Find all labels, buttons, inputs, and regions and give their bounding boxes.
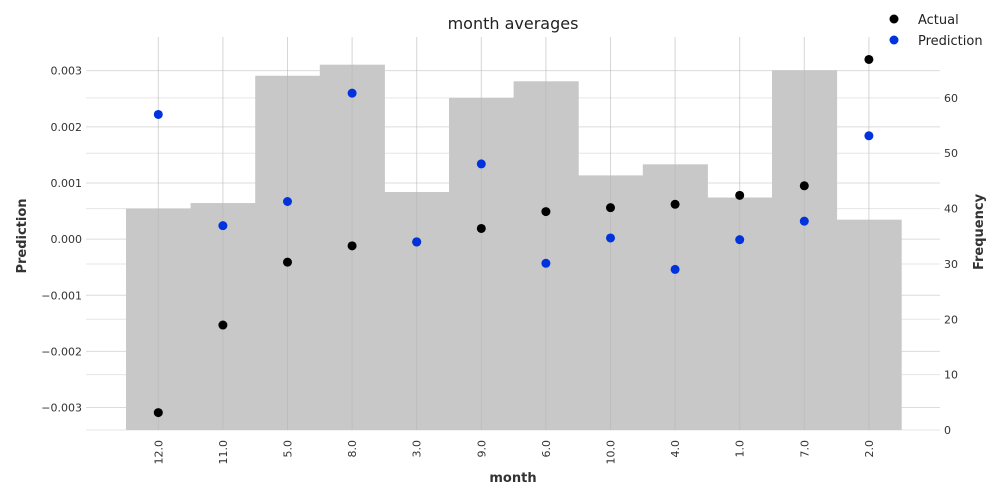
- legend-label-prediction: Prediction: [918, 34, 983, 49]
- y2-tick-label: 40: [944, 203, 958, 216]
- legend: Actual Prediction: [889, 13, 983, 49]
- x-tick-label: 2.0: [863, 440, 876, 458]
- point-actual: [864, 54, 874, 64]
- point-actual: [670, 199, 680, 209]
- point-actual: [347, 241, 357, 251]
- legend-marker-prediction: [889, 35, 899, 45]
- point-prediction: [412, 237, 422, 247]
- y-tick-label: 0.000: [51, 233, 83, 246]
- y-axis-title: Prediction: [15, 198, 30, 273]
- y-tick-label: −0.003: [41, 402, 82, 415]
- y2-tick-label: 0: [944, 424, 951, 437]
- y2-tick-label: 10: [944, 369, 958, 382]
- point-actual: [283, 257, 292, 267]
- x-tick-label: 1.0: [734, 440, 747, 458]
- point-prediction: [799, 216, 809, 226]
- x-tick-label: 12.0: [152, 440, 165, 465]
- point-actual: [799, 181, 809, 191]
- y2-axis-title: Frequency: [972, 193, 987, 270]
- points-layer: [153, 54, 874, 418]
- point-prediction: [606, 233, 615, 243]
- x-tick-label: 3.0: [411, 440, 424, 458]
- point-prediction: [670, 264, 680, 274]
- point-actual: [218, 320, 228, 330]
- y2-tick-label: 50: [944, 147, 958, 160]
- x-tick-label: 10.0: [605, 440, 618, 465]
- x-axis-title: month: [489, 471, 536, 486]
- x-tick-label: 7.0: [798, 440, 811, 458]
- point-actual: [541, 207, 551, 217]
- frequency-bars: [126, 64, 902, 431]
- chart-title: month averages: [448, 14, 579, 33]
- y-tick-label: −0.002: [41, 345, 82, 358]
- point-prediction: [218, 221, 228, 231]
- point-prediction: [283, 196, 292, 206]
- point-actual: [476, 223, 486, 233]
- y2-tick-label: 60: [944, 92, 958, 105]
- x-tick-label: 6.0: [540, 440, 553, 458]
- x-tick-label: 11.0: [217, 440, 230, 465]
- point-actual: [735, 190, 745, 200]
- point-actual: [153, 408, 163, 418]
- point-prediction: [864, 131, 874, 141]
- point-prediction: [476, 159, 486, 169]
- x-tick-label: 9.0: [475, 440, 488, 458]
- axes-layer: −0.003 −0.002 −0.001 0.000 0.001 0.002 0.003 0 1…: [41, 65, 958, 465]
- legend-label-actual: Actual: [918, 13, 959, 28]
- x-tick-label: 5.0: [282, 440, 295, 458]
- point-prediction: [735, 235, 745, 245]
- y-tick-label: 0.002: [51, 121, 83, 134]
- point-actual: [606, 203, 615, 213]
- point-prediction: [153, 109, 163, 119]
- y2-tick-label: 30: [944, 258, 958, 271]
- y-tick-label: −0.001: [41, 289, 82, 302]
- y-tick-label: 0.001: [51, 177, 83, 190]
- y-tick-label: 0.003: [51, 65, 83, 78]
- legend-marker-actual: [889, 14, 899, 24]
- x-tick-label: 4.0: [669, 440, 682, 458]
- point-prediction: [541, 258, 551, 268]
- y2-tick-label: 20: [944, 313, 958, 326]
- x-tick-label: 8.0: [346, 440, 359, 458]
- point-prediction: [347, 88, 357, 98]
